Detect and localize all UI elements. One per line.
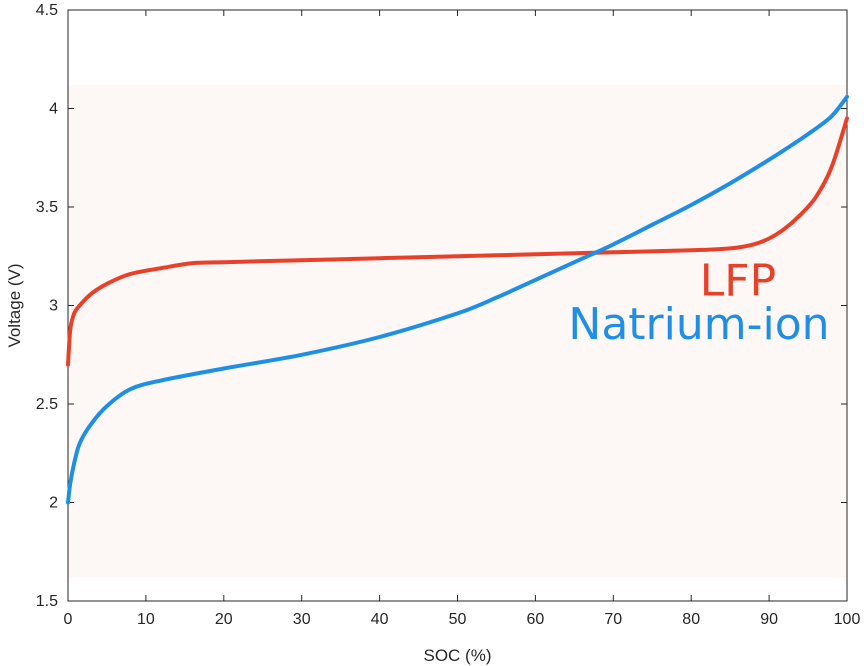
x-tick-label: 100 <box>834 611 861 628</box>
x-tick-label: 50 <box>449 611 467 628</box>
series-line-natrium-ion <box>66 94 849 505</box>
series-line-lfp <box>66 116 849 367</box>
series-label-natrium-ion: Natrium-ion <box>568 299 829 350</box>
x-tick-label: 10 <box>137 611 155 628</box>
y-tick-label: 4 <box>49 101 58 118</box>
x-tick-label: 90 <box>760 611 778 628</box>
y-tick-label: 4.5 <box>36 2 58 19</box>
x-tick-label: 20 <box>215 611 233 628</box>
y-axis-title: Voltage (V) <box>5 263 24 347</box>
x-axis-title: SOC (%) <box>424 646 492 665</box>
x-tick-label: 80 <box>682 611 700 628</box>
series-label-lfp: LFP <box>700 256 776 307</box>
x-axis: 0 10 20 30 40 50 60 70 80 90 100 <box>64 10 861 628</box>
y-tick-label: 1.5 <box>36 593 58 610</box>
series-group <box>66 94 849 505</box>
x-tick-label: 60 <box>527 611 545 628</box>
x-tick-label: 30 <box>293 611 311 628</box>
x-tick-label: 0 <box>64 611 73 628</box>
x-tick-label: 40 <box>371 611 389 628</box>
y-axis: 1.5 2 2.5 3 3.5 4 4.5 <box>36 2 847 610</box>
y-tick-label: 2.5 <box>36 396 58 413</box>
y-tick-label: 3.5 <box>36 199 58 216</box>
shaded-band <box>68 84 847 578</box>
y-tick-label: 2 <box>49 495 58 512</box>
x-tick-label: 70 <box>604 611 622 628</box>
y-tick-label: 3 <box>49 298 58 315</box>
